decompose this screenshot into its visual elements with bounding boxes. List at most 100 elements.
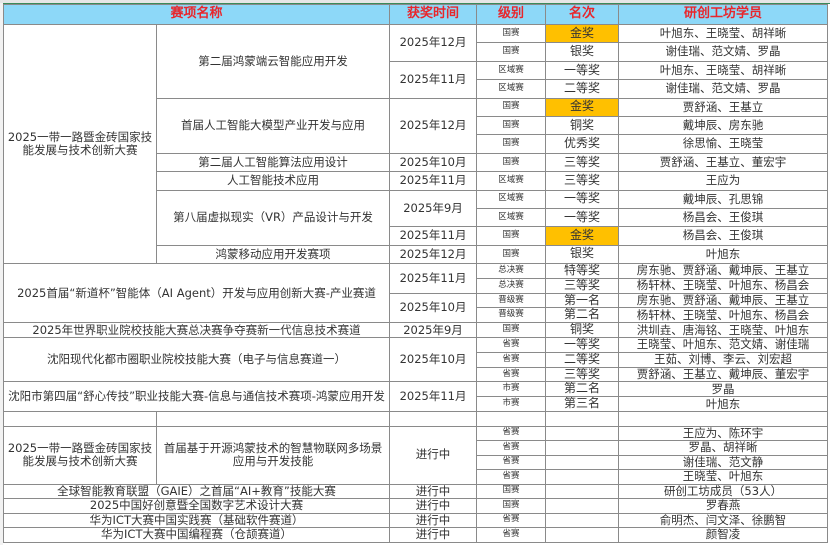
members-cell[interactable]: 叶旭东、王晓莹、胡祥晰 [618, 60, 829, 81]
level-cell[interactable]: 晋级赛 [476, 292, 547, 309]
competition-name-cell[interactable]: 2025年世界职业院校技能大赛总决赛争夺赛新一代信息技术赛道 [2, 322, 391, 339]
award-date-cell[interactable]: 2025年11月 [389, 381, 478, 413]
level-cell[interactable]: 总决赛 [476, 263, 547, 279]
members-cell[interactable]: 贾舒涵、王基立、戴坤辰、董宏宇 [618, 366, 829, 383]
rank-cell[interactable]: 特等奖 [545, 263, 620, 279]
level-cell[interactable]: 市赛 [476, 381, 547, 398]
header-members[interactable]: 研创工坊学员 [618, 4, 829, 25]
members-cell[interactable]: 杨昌会、王俊琪 [618, 226, 829, 246]
members-cell[interactable] [618, 411, 829, 427]
members-cell[interactable]: 叶旭东 [618, 244, 829, 265]
level-cell[interactable]: 区域赛 [476, 207, 547, 228]
rank-cell[interactable]: 银奖 [545, 42, 620, 62]
award-date-cell[interactable]: 进行中 [389, 527, 478, 543]
rank-cell[interactable]: 优秀奖 [545, 134, 620, 154]
rank-cell[interactable]: 三等奖 [545, 171, 620, 191]
rank-cell[interactable]: 金奖 [545, 226, 620, 246]
rank-cell[interactable]: 铜奖 [545, 322, 620, 339]
competition-name-cell[interactable]: 沈阳市第四届“舒心传技”职业技能大赛-信息与通信技术赛项-鸿蒙应用开发 [2, 381, 391, 413]
members-cell[interactable]: 谢佳瑞、范文婧、罗晶 [618, 79, 829, 99]
level-cell[interactable]: 国赛 [476, 115, 547, 136]
rank-cell[interactable]: 一等奖 [545, 189, 620, 209]
members-cell[interactable]: 王应为 [618, 171, 829, 191]
members-cell[interactable]: 叶旭东 [618, 396, 829, 413]
level-cell[interactable]: 国赛 [476, 498, 547, 514]
rank-cell[interactable]: 银奖 [545, 244, 620, 265]
award-date-cell[interactable]: 进行中 [389, 483, 478, 500]
rank-cell[interactable]: 三等奖 [545, 277, 620, 294]
award-date-cell[interactable] [389, 411, 478, 427]
competition-name-cell[interactable]: 2025中国好创意暨全国数字艺术设计大赛 [2, 498, 391, 514]
members-cell[interactable]: 王应为、陈环宇 [618, 425, 829, 442]
award-date-cell[interactable]: 进行中 [389, 425, 478, 485]
members-cell[interactable]: 俞明杰、闫文泽、徐鹏智 [618, 512, 829, 529]
level-cell[interactable]: 国赛 [476, 42, 547, 62]
competition-name-cell[interactable]: 沈阳现代化都市圈职业院校技能大赛（电子与信息赛道一） [2, 337, 391, 383]
rank-cell[interactable]: 第二名 [545, 381, 620, 398]
event-name-cell[interactable]: 第二届鸿蒙端云智能应用开发 [155, 24, 391, 99]
level-cell[interactable]: 省赛 [476, 454, 547, 471]
members-cell[interactable]: 研创工坊成员（53人） [618, 483, 829, 500]
members-cell[interactable]: 罗晶、胡祥晰 [618, 440, 829, 456]
rank-cell[interactable] [545, 527, 620, 543]
level-cell[interactable]: 总决赛 [476, 277, 547, 294]
event-name-cell[interactable]: 首届基于开源鸿蒙技术的智慧物联网多场景应用与开发技能 [155, 425, 391, 485]
members-cell[interactable]: 叶旭东、王晓莹、胡祥晰 [618, 23, 829, 44]
level-cell[interactable]: 市赛 [476, 396, 547, 413]
award-date-cell[interactable]: 2025年10月 [389, 337, 478, 383]
level-cell[interactable]: 晋级赛 [476, 307, 547, 324]
members-cell[interactable]: 王晓莹、叶旭东、范文婧、谢佳瑞 [618, 337, 829, 353]
level-cell[interactable]: 区域赛 [476, 171, 547, 191]
level-cell[interactable]: 国赛 [476, 152, 547, 173]
level-cell[interactable]: 国赛 [476, 226, 547, 246]
award-date-cell[interactable]: 2025年12月 [389, 24, 478, 62]
rank-cell[interactable]: 第三名 [545, 396, 620, 413]
event-name-cell[interactable]: 人工智能技术应用 [155, 171, 391, 191]
rank-cell[interactable] [545, 512, 620, 529]
level-cell[interactable]: 国赛 [476, 322, 547, 339]
level-cell[interactable]: 省赛 [476, 527, 547, 543]
level-cell[interactable]: 国赛 [476, 134, 547, 154]
members-cell[interactable]: 谢佳瑞、范文婧、罗晶 [618, 42, 829, 62]
members-cell[interactable]: 王茹、刘博、李云、刘宏超 [618, 351, 829, 368]
rank-cell[interactable] [545, 483, 620, 500]
event-name-cell[interactable] [155, 411, 391, 427]
level-cell[interactable] [476, 411, 547, 427]
event-name-cell[interactable]: 第二届人工智能算法应用设计 [155, 152, 391, 173]
members-cell[interactable]: 徐思愉、王晓莹 [618, 134, 829, 154]
rank-cell[interactable]: 三等奖 [545, 152, 620, 173]
level-cell[interactable]: 国赛 [476, 483, 547, 500]
members-cell[interactable]: 王晓莹、叶旭东 [618, 469, 829, 485]
competition-name-cell[interactable]: 华为ICT大赛中国编程赛（仓颉赛道） [2, 527, 391, 543]
award-date-cell[interactable]: 2025年10月 [389, 152, 478, 173]
level-cell[interactable]: 省赛 [476, 512, 547, 529]
award-date-cell[interactable]: 2025年11月 [389, 226, 478, 246]
members-cell[interactable]: 房东驰、贾舒涵、戴坤辰、王基立 [618, 292, 829, 309]
rank-cell[interactable]: 三等奖 [545, 366, 620, 383]
header-rank[interactable]: 名次 [545, 4, 620, 25]
members-cell[interactable]: 颜智凌 [618, 527, 829, 543]
rank-cell[interactable]: 二等奖 [545, 351, 620, 368]
competition-name-cell[interactable]: 2025一带一路暨金砖国家技能发展与技术创新大赛 [3, 23, 157, 265]
rank-cell[interactable]: 一等奖 [545, 337, 620, 353]
level-cell[interactable]: 省赛 [476, 425, 547, 442]
rank-cell[interactable]: 第二名 [545, 307, 620, 324]
event-name-cell[interactable]: 第八届虚拟现实（VR）产品设计与开发 [155, 189, 391, 246]
rank-cell[interactable] [545, 469, 620, 485]
award-date-cell[interactable]: 2025年9月 [389, 189, 478, 228]
award-date-cell[interactable]: 2025年9月 [389, 322, 478, 339]
members-cell[interactable]: 杨昌会、王俊琪 [618, 207, 829, 228]
competition-name-cell[interactable]: 全球智能教育联盟（GAIE）之首届“AI+教育”技能大赛 [2, 483, 391, 500]
event-name-cell[interactable]: 鸿蒙移动应用开发赛项 [155, 244, 391, 265]
rank-cell[interactable]: 一等奖 [545, 60, 620, 81]
rank-cell[interactable]: 一等奖 [545, 207, 620, 228]
level-cell[interactable]: 区域赛 [476, 60, 547, 81]
level-cell[interactable]: 省赛 [476, 366, 547, 383]
level-cell[interactable]: 国赛 [476, 97, 547, 117]
members-cell[interactable]: 杨轩林、王晓莹、叶旭东、杨昌会 [618, 307, 829, 324]
members-cell[interactable]: 贾舒涵、王基立、董宏宇 [618, 152, 829, 173]
level-cell[interactable]: 区域赛 [476, 189, 547, 209]
event-name-cell[interactable]: 首届人工智能大模型产业开发与应用 [155, 97, 391, 154]
members-cell[interactable]: 房东驰、贾舒涵、戴坤辰、王基立 [618, 263, 829, 279]
award-date-cell[interactable]: 2025年11月 [389, 60, 478, 99]
